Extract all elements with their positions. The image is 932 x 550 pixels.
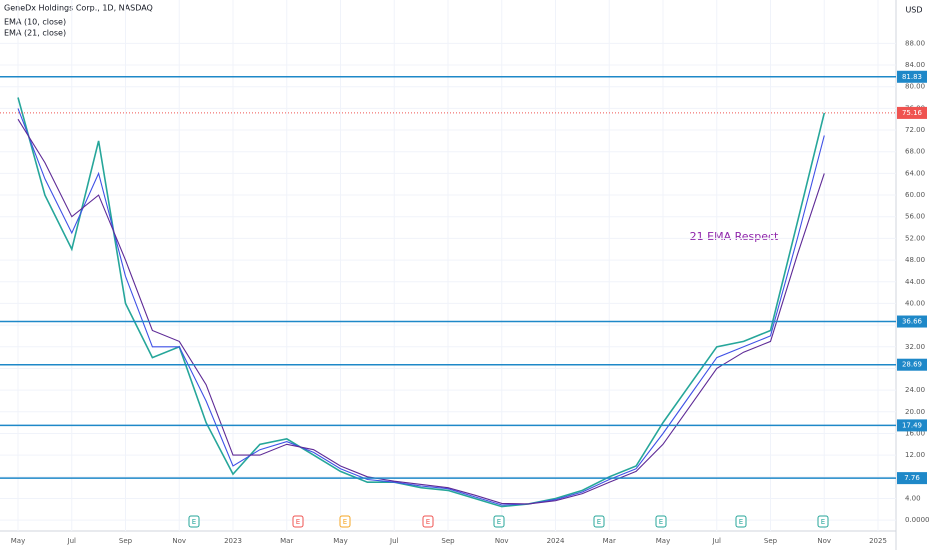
earnings-badge (422, 515, 434, 528)
earnings-label: E (426, 518, 430, 526)
earnings-badge (339, 515, 351, 528)
x-tick-label: May (656, 537, 670, 545)
level-label-bg (897, 315, 927, 328)
y-tick-label: 0.0000 (905, 516, 930, 524)
level-label-bg (897, 358, 927, 371)
y-tick-label: 44.00 (905, 278, 925, 286)
y-tick-label: 60.00 (905, 191, 925, 199)
x-tick-label: Sep (764, 537, 778, 545)
earnings-label: E (497, 518, 501, 526)
level-label-bg (897, 419, 927, 432)
earnings-label: E (659, 518, 663, 526)
y-tick-label: 64.00 (905, 169, 925, 177)
y-tick-label: 20.00 (905, 408, 925, 416)
level-label-bg (897, 70, 927, 83)
x-tick-label: Mar (603, 537, 616, 545)
x-tick-label: May (333, 537, 347, 545)
earnings-label: E (192, 518, 196, 526)
earnings-badge (292, 515, 304, 528)
x-tick-label: Jul (712, 537, 722, 545)
y-tick-label: 80.00 (905, 83, 925, 91)
earnings-badge (817, 515, 829, 528)
legend-ema10: EMA (10, close) (4, 18, 66, 27)
earnings-label: E (296, 518, 300, 526)
last-price-label: 75.16 (902, 109, 923, 117)
y-tick-label: 4.00 (905, 494, 921, 502)
earnings-label: E (739, 518, 743, 526)
currency-label: USD (905, 6, 922, 15)
annotation: 21 EMA Respect (690, 230, 779, 243)
x-tick-label: 2024 (547, 537, 565, 545)
earnings-badge (493, 515, 505, 528)
x-tick-label: May (11, 537, 25, 545)
level-label: 7.76 (904, 474, 920, 482)
y-tick-label: 84.00 (905, 61, 925, 69)
y-tick-label: 24.00 (905, 386, 925, 394)
y-tick-label: 56.00 (905, 213, 925, 221)
level-label: 17.49 (902, 421, 922, 429)
x-tick-label: Nov (495, 537, 509, 545)
x-tick-label: 2025 (869, 537, 887, 545)
y-tick-label: 88.00 (905, 39, 925, 47)
earnings-label: E (821, 518, 825, 526)
level-label: 28.69 (902, 361, 922, 369)
earnings-badge (735, 515, 747, 528)
y-tick-label: 52.00 (905, 234, 925, 242)
x-tick-label: Nov (172, 537, 186, 545)
earnings-badge (655, 515, 667, 528)
earnings-badge (188, 515, 200, 528)
x-tick-label: 2023 (224, 537, 242, 545)
y-tick-label: 72.00 (905, 126, 925, 134)
series-line (17, 108, 825, 506)
x-tick-label: Mar (280, 537, 293, 545)
x-tick-label: Sep (119, 537, 133, 545)
x-tick-label: Jul (67, 537, 77, 545)
earnings-label: E (343, 518, 347, 526)
y-tick-label: 48.00 (905, 256, 925, 264)
x-tick-label: Nov (817, 537, 831, 545)
level-label-bg (897, 472, 927, 485)
level-label: 81.83 (902, 73, 922, 81)
x-tick-label: Sep (441, 537, 455, 545)
legend-ema21: EMA (21, close) (4, 29, 66, 38)
y-tick-label: 40.00 (905, 299, 925, 307)
y-tick-label: 32.00 (905, 343, 925, 351)
last-price-bg (897, 106, 927, 119)
series-line (17, 97, 826, 508)
earnings-badge (593, 515, 605, 528)
y-tick-label: 12.00 (905, 451, 925, 459)
y-tick-label: 68.00 (905, 148, 925, 156)
level-label: 36.66 (902, 318, 923, 326)
x-tick-label: Jul (389, 537, 399, 545)
y-tick-label: 16.00 (905, 429, 925, 437)
series-line (17, 118, 825, 505)
chart-title: GeneDx Holdings Corp., 1D, NASDAQ (4, 4, 153, 13)
earnings-label: E (597, 518, 601, 526)
